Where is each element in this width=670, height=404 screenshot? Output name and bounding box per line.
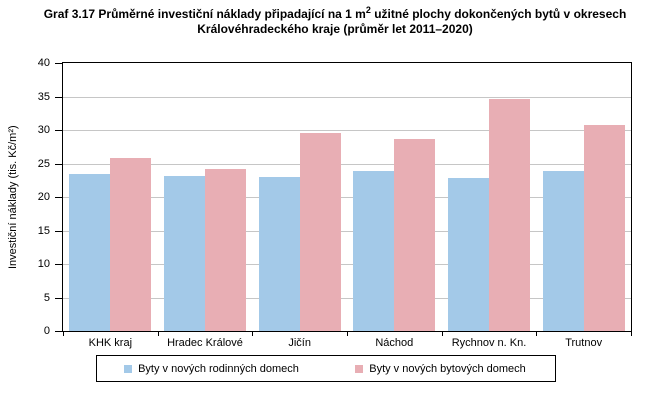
- bar-rodinne-domy-khk-kraj: [69, 174, 110, 331]
- y-tick-mark-25: [55, 164, 62, 165]
- legend-item-bytove-domy: Byty v nových bytových domech: [326, 363, 555, 375]
- bar-rodinne-domy-n-chod: [353, 171, 394, 331]
- y-tick-mark-40: [55, 63, 62, 64]
- y-tick-mark-0: [55, 331, 62, 332]
- y-tick-mark-15: [55, 231, 62, 232]
- plot-area: [62, 62, 632, 332]
- x-category-label-hradec-kr-lov-: Hradec Králové: [167, 337, 243, 349]
- gridline-y-35: [63, 96, 631, 98]
- legend-label-rodinne-domy: Byty v nových rodinných domech: [138, 362, 299, 375]
- legend-swatch-bytove-domy: [355, 364, 364, 373]
- y-tick-label-15: 15: [37, 224, 50, 237]
- legend-swatch-rodinne-domy: [124, 364, 133, 373]
- legend: Byty v nových rodinných domech Byty v nov…: [96, 355, 556, 382]
- x-tick-mark-3: [347, 332, 348, 336]
- gridline-y-5: [63, 297, 631, 299]
- gridline-y-10: [63, 264, 631, 265]
- y-tick-label-30: 30: [37, 124, 50, 136]
- y-tick-label-40: 40: [37, 57, 50, 69]
- bar-bytove-domy-trutnov: [584, 125, 625, 331]
- legend-label-bytove-domy: Byty v nových bytových domech: [369, 362, 526, 375]
- bar-rodinne-domy-ji-n: [259, 177, 300, 331]
- superscript-2: 2: [365, 5, 371, 15]
- gridline-y-15: [63, 230, 631, 232]
- legend-item-rodinne-domy: Byty v nových rodinných domech: [97, 363, 326, 375]
- x-category-label-khk-kraj: KHK kraj: [88, 337, 133, 349]
- bar-bytove-domy-khk-kraj: [110, 158, 151, 331]
- bar-bytove-domy-rychnov-n-kn-: [489, 99, 530, 331]
- x-tick-mark-2: [252, 332, 253, 336]
- gridline-y-30: [63, 130, 631, 131]
- y-tick-label-5: 5: [43, 291, 50, 304]
- bar-bytove-domy-n-chod: [394, 139, 435, 331]
- y-tick-mark-20: [55, 197, 62, 198]
- x-tick-mark-1: [158, 332, 159, 336]
- y-tick-label-10: 10: [37, 258, 50, 270]
- gridline-y-20: [63, 197, 631, 198]
- x-tick-mark-4: [442, 332, 443, 336]
- chart-title-line1: Graf 3.17 Průměrné investiční náklady př…: [43, 5, 627, 22]
- x-category-label-n-chod: Náchod: [375, 337, 414, 349]
- y-tick-label-35: 35: [37, 90, 50, 103]
- bar-bytove-domy-hradec-kr-lov-: [205, 169, 246, 331]
- x-tick-mark-5: [536, 332, 537, 336]
- x-category-label-ji-n: Jičín: [288, 337, 311, 349]
- bar-rodinne-domy-rychnov-n-kn-: [448, 178, 489, 331]
- y-tick-mark-5: [55, 298, 62, 299]
- chart-title: Graf 3.17 Průměrné investiční náklady př…: [0, 5, 670, 37]
- bar-rodinne-domy-hradec-kr-lov-: [164, 176, 205, 331]
- x-category-label-trutnov: Trutnov: [565, 337, 603, 349]
- y-tick-mark-10: [55, 264, 62, 265]
- y-tick-mark-30: [55, 130, 62, 131]
- chart-title-line2: Královéhradeckého kraje (průměr let 2011…: [197, 22, 473, 36]
- y-tick-label-20: 20: [37, 191, 50, 203]
- x-tick-mark-0: [63, 332, 64, 336]
- y-tick-label-25: 25: [37, 157, 50, 170]
- y-tick-label-0: 0: [43, 325, 50, 337]
- x-category-label-rychnov-n-kn-: Rychnov n. Kn.: [451, 337, 527, 349]
- bar-bytove-domy-ji-n: [300, 133, 341, 331]
- gridline-y-25: [63, 163, 631, 165]
- x-tick-mark-6: [631, 332, 632, 336]
- bar-rodinne-domy-trutnov: [543, 171, 584, 331]
- y-tick-mark-35: [55, 97, 62, 98]
